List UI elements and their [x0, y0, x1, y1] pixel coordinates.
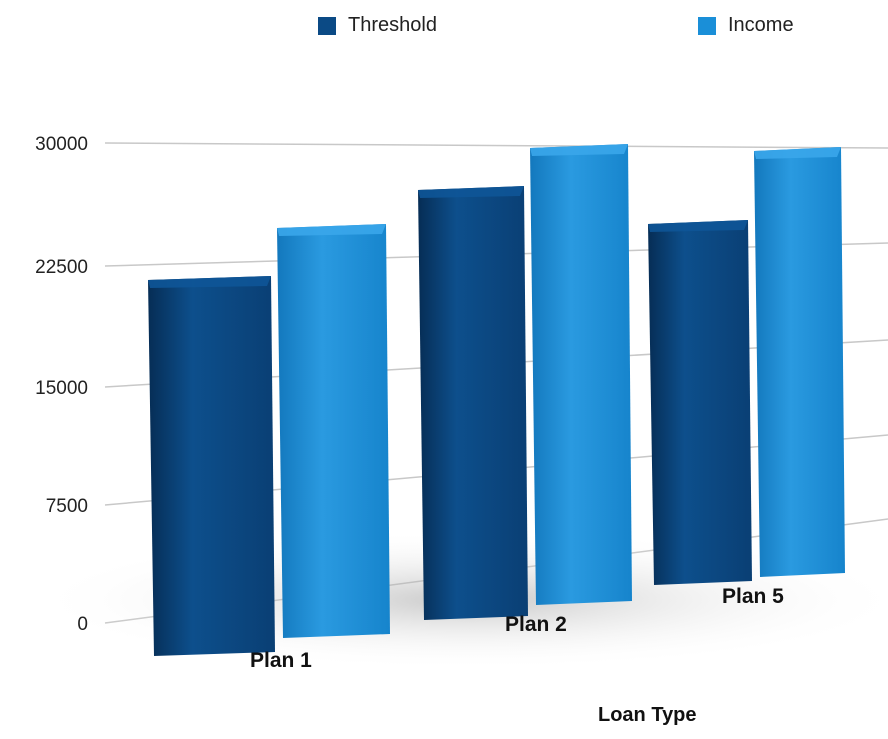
legend-label-income: Income — [728, 14, 794, 36]
bar-income-plan-2 — [530, 144, 632, 605]
legend-item-income: Income — [698, 14, 794, 37]
legend-label-threshold: Threshold — [348, 14, 437, 36]
legend: Threshold Income — [0, 14, 888, 38]
bar-threshold-plan-5 — [648, 220, 752, 585]
y-tick-label: 7500 — [46, 496, 88, 517]
legend-item-threshold: Threshold — [318, 14, 437, 37]
y-tick-label: 0 — [77, 614, 88, 635]
bars — [148, 144, 845, 656]
x-tick-label: Plan 2 — [505, 613, 567, 636]
bar-threshold-plan-2 — [418, 186, 528, 620]
legend-swatch-threshold — [318, 16, 336, 35]
bar-income-plan-1 — [277, 224, 390, 638]
y-tick-label: 15000 — [35, 378, 88, 399]
legend-swatch-income — [698, 16, 716, 35]
y-tick-label: 22500 — [35, 257, 88, 278]
x-axis-categories: Plan 1 Plan 2 Plan 5 — [250, 585, 784, 672]
x-axis-label: Loan Type — [598, 704, 697, 726]
bar-income-plan-5 — [754, 147, 845, 577]
gridline — [104, 142, 888, 149]
x-tick-label: Plan 1 — [250, 649, 312, 672]
bar-threshold-plan-1 — [148, 276, 275, 656]
x-tick-label: Plan 5 — [722, 585, 784, 608]
y-tick-label: 30000 — [35, 134, 88, 155]
y-axis-ticks: 0 7500 15000 22500 30000 — [35, 134, 88, 635]
